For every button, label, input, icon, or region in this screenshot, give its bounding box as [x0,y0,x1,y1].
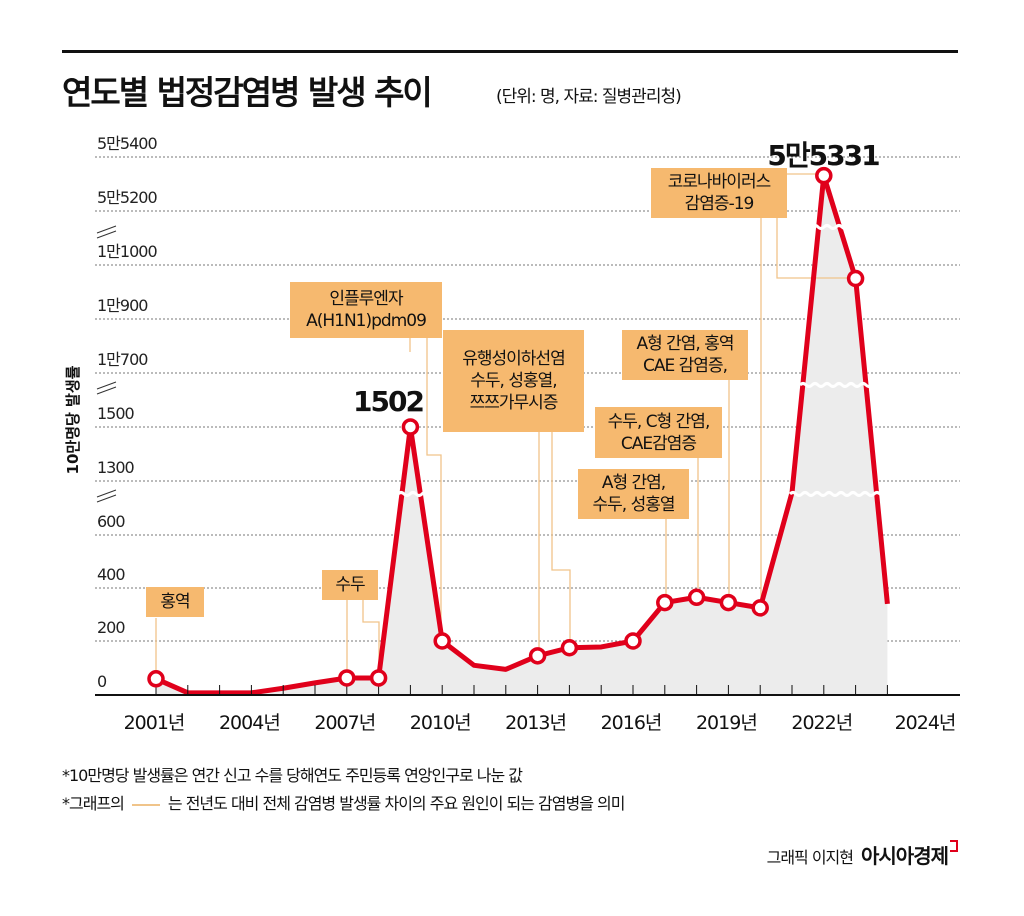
footnote-1: *10만명당 발생률은 연간 신고 수를 당해연도 주민등록 연앙인구로 나눈 … [62,766,523,785]
annotation-line: A형 간염, 홍역 [636,334,734,354]
area-fill [156,175,888,695]
peak-value-label: 5만5331 [767,139,879,172]
chart-subtitle: (단위: 명, 자료: 질병관리청) [496,87,682,107]
annotation-line: A형 간염, [601,473,666,493]
y-tick-label: 5만5200 [97,188,157,207]
data-point-marker [433,632,451,650]
y-tick-label: 1만1000 [97,242,157,261]
annotation-box: 수두 [322,570,378,600]
value-break-wave [396,491,436,497]
data-point-marker [719,593,738,612]
footnote-2-suffix: 는 전년도 대비 전체 감염병 발생률 차이의 주요 원인이 되는 감염병을 의… [167,794,626,813]
y-tick-label: 400 [97,565,125,584]
x-tick-label: 2022년 [791,712,852,734]
peak-value-label: 1502 [353,385,423,418]
annotation-line: CAE 감염증, [643,356,728,376]
annotation-line: 인플루엔자 [329,289,403,309]
annotation-box: 인플루엔자 A(H1N1)pdm09 [290,282,442,338]
y-tick-label: 1만900 [97,296,148,315]
annotation-line: 수두 [335,575,365,595]
top-rule [62,50,958,53]
annotation-line: A(H1N1)pdm09 [306,311,427,331]
connector-legend-line [131,803,160,806]
annotation-line: CAE감염증 [620,433,697,454]
annotation-box: A형 간염, 수두, 성홍열 [578,469,689,519]
data-point-marker [815,166,833,185]
y-tick-label: 5만5400 [97,134,157,153]
y-tick-label: 1300 [97,458,135,477]
x-tick-label: 2016년 [601,712,662,734]
chart-title: 연도별 법정감염병 발생 추이 [62,73,433,112]
x-tick-label: 2004년 [219,712,280,734]
annotation-connector [362,600,380,671]
x-tick-label: 2013년 [505,712,566,734]
x-tick-label: 2007년 [314,712,375,734]
data-point-marker [687,588,706,607]
y-tick-label: 1500 [97,404,135,423]
series-line [154,173,890,696]
annotation-connector [426,338,442,634]
value-break-wave [810,224,862,230]
annotation-box: 코로나바이러스 감염증-19 [651,168,787,218]
data-point-marker [528,647,547,665]
annotation-box: 유행성이하선염 수두, 성홍열, 쯔쯔가무시증 [443,330,584,432]
annotation-line: 감염증-19 [684,194,755,214]
y-tick-label: 0 [97,672,107,691]
data-point-marker [401,418,420,436]
annotation-line: 쯔쯔가무시증 [469,393,559,413]
data-point-marker [560,639,579,657]
footnote-2: *그래프의 는 전년도 대비 전체 감염병 발생률 차이의 주요 원인이 되는 감… [62,790,626,814]
axis-break-icon [96,225,117,239]
annotation-line: 수두, 성홍열, [470,371,557,391]
data-point-marker [369,669,388,687]
value-break-wave [798,382,874,388]
annotation-box: 수두, C형 간염, CAE감염증 [595,407,722,458]
y-tick-label: 200 [97,618,125,637]
x-tick-label: 2010년 [410,712,471,734]
x-tick-label: 2024년 [895,712,956,734]
annotation-connector [776,218,849,279]
annotation-line: 코로나바이러스 [667,172,771,192]
axis-break-icon [96,489,117,503]
y-tick-label: 1만700 [97,350,148,369]
footnote-2-prefix: *그래프의 [62,794,125,813]
x-tick-label: 2001년 [124,712,185,734]
annotation-connector [551,432,571,642]
x-tick-label: 2019년 [696,712,757,734]
data-point-marker [656,593,674,612]
annotation-line: 유행성이하선염 [462,349,565,369]
graphic-credit: 그래픽 이지현 [766,848,854,867]
data-point-marker [624,632,642,650]
axis-break-icon [96,381,117,395]
y-axis-title: 10만명당 발생률 [64,365,82,474]
annotation-box: 홍역 [146,587,204,617]
annotation-box: A형 간염, 홍역 CAE 감염증, [622,330,748,380]
brand-mark-icon [950,840,958,852]
annotation-line: 수두, 성홍열 [592,495,675,515]
brand-logo: 아시아경제 [861,844,949,868]
data-point-marker [751,599,769,617]
value-break-wave [788,491,888,497]
annotation-line: 수두, C형 간염, [607,411,711,432]
data-point-marker [147,670,165,688]
credit: 그래픽 이지현 아시아경제 [767,840,958,869]
annotation-line: 홍역 [160,592,190,612]
data-point-marker [846,269,865,288]
y-tick-label: 600 [97,512,125,531]
data-point-marker [338,669,356,687]
